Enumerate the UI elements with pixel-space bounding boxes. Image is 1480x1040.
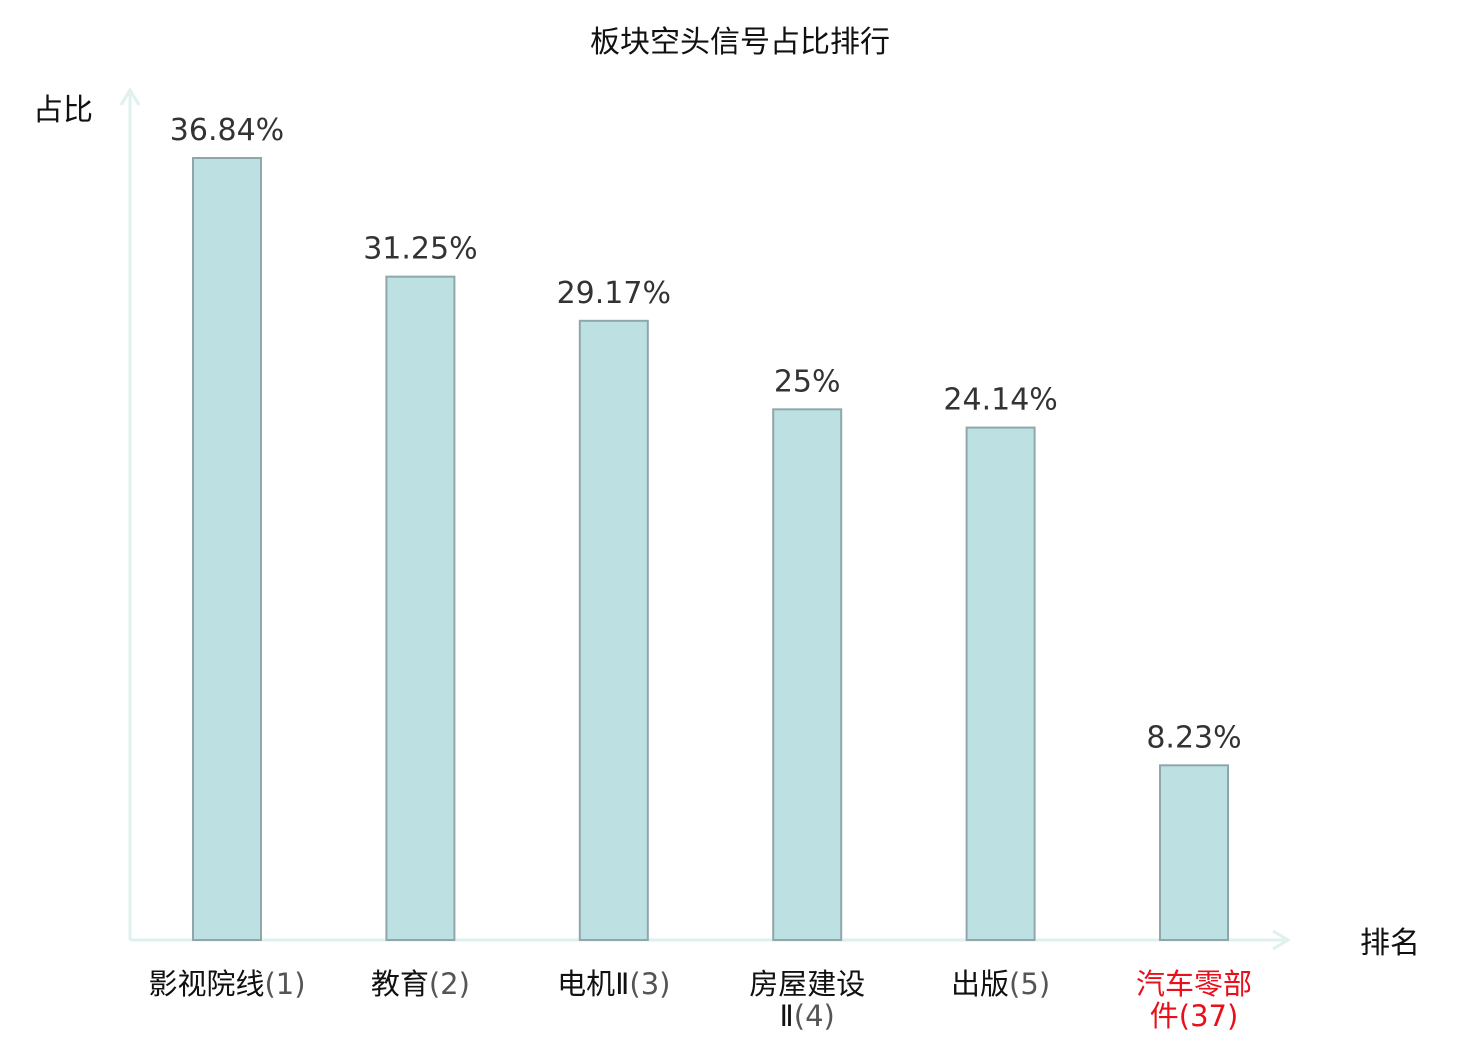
bar: [192, 157, 262, 941]
category-rank: (3): [629, 967, 670, 1001]
category-label-line: 教育(2): [371, 967, 470, 1001]
category-name: 电机Ⅱ: [557, 967, 629, 1001]
category-label-line: 出版(5): [951, 967, 1050, 1001]
category-name: Ⅱ: [780, 999, 794, 1033]
data-label: 36.84%: [170, 113, 284, 148]
category-rank: (4): [794, 999, 835, 1033]
category-rank: (5): [1009, 967, 1050, 1001]
data-label: 31.25%: [363, 232, 477, 267]
category-name: 件: [1150, 999, 1179, 1033]
category-label-line: 汽车零部: [1136, 967, 1252, 1001]
bar: [385, 275, 456, 941]
chart-title: 板块空头信号占比排行: [590, 25, 890, 60]
category-label-line: Ⅱ(4): [780, 999, 835, 1033]
category-name: 影视院线: [148, 967, 264, 1001]
data-label: 29.17%: [557, 276, 671, 311]
category-name: 教育: [371, 967, 429, 1001]
category-label-line: 件(37): [1150, 999, 1239, 1033]
category-label-line: 影视院线(1): [148, 967, 305, 1001]
y-axis-label: 占比: [33, 93, 93, 128]
category-label-line: 房屋建设: [749, 967, 865, 1001]
category-label-line: 电机Ⅱ(3): [557, 967, 670, 1001]
category-tick-label: 影视院线(1): [148, 967, 305, 1001]
bar: [965, 426, 1036, 941]
value-labels-group: 36.84% 31.25% 29.17% 25% 24.14% 8.23%: [170, 113, 1242, 755]
category-name: 出版: [951, 967, 1009, 1001]
category-rank: (1): [264, 967, 305, 1001]
category-tick-label: 电机Ⅱ(3): [557, 967, 670, 1001]
category-rank: (37): [1179, 999, 1239, 1033]
y-axis-arrowhead: [119, 87, 141, 106]
bar: [772, 408, 843, 941]
category-tick-label: 教育(2): [371, 967, 470, 1001]
category-name: 汽车零部: [1136, 967, 1252, 1001]
category-rank: (2): [429, 967, 470, 1001]
bar: [1159, 764, 1229, 941]
data-label: 25%: [774, 364, 841, 399]
category-tick-label: 出版(5): [951, 967, 1050, 1001]
bar: [578, 319, 649, 941]
x-axis-label: 排名: [1360, 926, 1420, 961]
x-axis-arrowhead: [1272, 929, 1291, 951]
bars-group: [192, 157, 1229, 941]
data-label: 24.14%: [943, 383, 1057, 418]
category-name: 房屋建设: [749, 967, 865, 1001]
data-label: 8.23%: [1146, 720, 1241, 755]
